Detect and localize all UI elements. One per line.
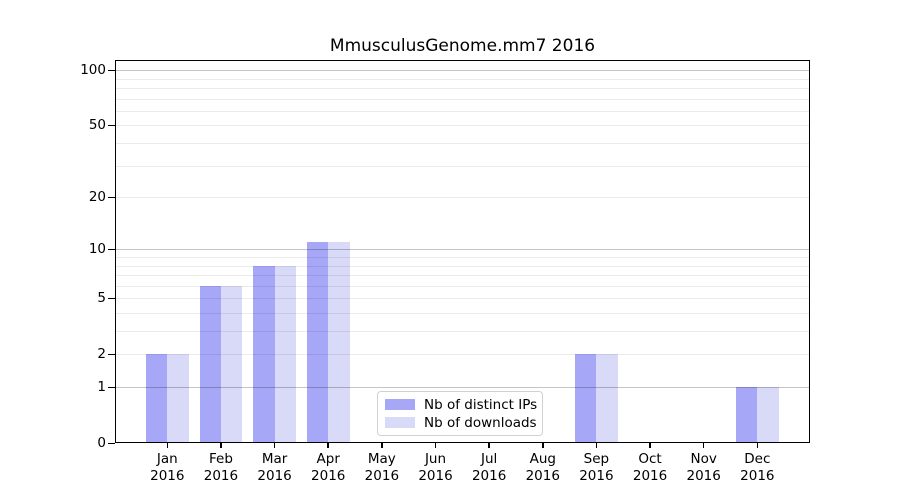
bar-nb-of-distinct-ips-mar — [253, 265, 275, 443]
bar-nb-of-downloads-apr — [328, 242, 350, 443]
bar-nb-of-distinct-ips-jan — [145, 354, 168, 443]
legend-item-downloads: Nb of downloads — [385, 416, 542, 430]
bar-nb-of-distinct-ips-apr — [306, 242, 329, 443]
legend-swatch-downloads — [385, 417, 415, 428]
bar-nb-of-downloads-feb — [220, 285, 243, 443]
bar-nb-of-downloads-mar — [274, 265, 296, 443]
legend-item-distinct-ips: Nb of distinct IPs — [385, 398, 542, 412]
chart-title: MmusculusGenome.mm7 2016 — [329, 36, 596, 56]
bar-nb-of-distinct-ips-dec — [735, 387, 758, 443]
bar-nb-of-downloads-dec — [757, 387, 779, 443]
legend-label-distinct-ips: Nb of distinct IPs — [424, 396, 538, 413]
legend: Nb of distinct IPs Nb of downloads — [377, 391, 543, 436]
bar-nb-of-downloads-jan — [167, 354, 189, 443]
bar-nb-of-downloads-sep — [596, 354, 618, 443]
bar-nb-of-distinct-ips-feb — [199, 285, 221, 443]
legend-label-downloads: Nb of downloads — [424, 414, 537, 431]
legend-swatch-distinct-ips — [385, 399, 415, 410]
bar-nb-of-distinct-ips-sep — [575, 354, 597, 443]
